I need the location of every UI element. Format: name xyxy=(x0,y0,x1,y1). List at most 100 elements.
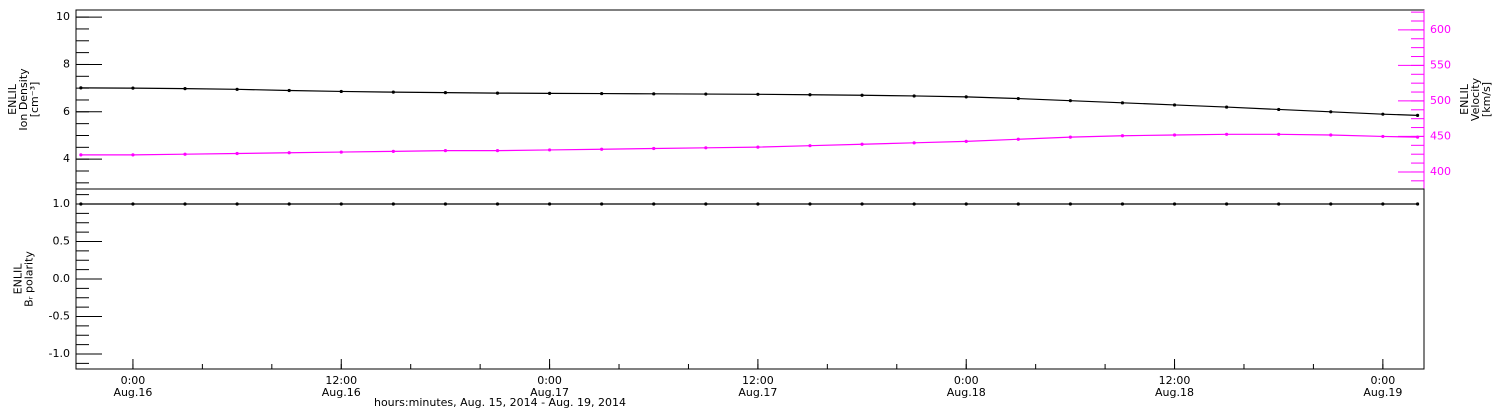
data-point xyxy=(339,150,343,154)
data-point xyxy=(339,89,343,94)
y-tick-label: 8 xyxy=(63,57,70,70)
data-point xyxy=(1381,134,1385,139)
data-point xyxy=(495,149,500,153)
data-point xyxy=(1277,202,1281,206)
data-point xyxy=(287,151,291,155)
data-point xyxy=(495,202,500,206)
data-point xyxy=(652,146,656,151)
data-point xyxy=(808,144,812,148)
y2-axis-label: [km/s] xyxy=(1480,82,1493,117)
data-point xyxy=(1172,202,1177,206)
y-axis-label: Bᵣ polarity xyxy=(23,251,36,307)
data-point xyxy=(1068,202,1072,206)
data-point xyxy=(912,141,916,145)
data-point xyxy=(652,202,656,206)
x-tick-label: 0:00 xyxy=(537,374,562,387)
data-point xyxy=(1329,202,1333,206)
data-point xyxy=(1225,132,1229,136)
data-point xyxy=(1225,202,1229,206)
y-tick-label: 4 xyxy=(63,152,70,165)
data-point xyxy=(183,152,187,156)
data-point xyxy=(1381,202,1385,206)
data-point xyxy=(131,202,135,206)
data-point xyxy=(756,202,760,206)
x-tick-label: 12:00 xyxy=(742,374,774,387)
data-point xyxy=(704,146,708,150)
data-point xyxy=(495,91,500,95)
data-point xyxy=(391,202,395,206)
data-point xyxy=(860,202,864,206)
x-tick-date: Aug.16 xyxy=(113,386,152,399)
y-tick-label: 10 xyxy=(56,10,70,23)
y-axis-label: [cm⁻³] xyxy=(28,82,41,118)
data-point xyxy=(1016,96,1020,101)
x-tick-date: Aug.19 xyxy=(1363,386,1402,399)
y2-axis-label: Velocity xyxy=(1469,77,1482,121)
x-tick-date: Aug.16 xyxy=(322,386,361,399)
data-point xyxy=(964,202,968,206)
data-point xyxy=(131,153,135,157)
data-point xyxy=(443,91,448,95)
data-point xyxy=(1277,107,1281,112)
data-point xyxy=(131,86,135,90)
data-point xyxy=(704,202,708,206)
y-tick-label: 400 xyxy=(1430,165,1451,178)
data-point xyxy=(391,149,395,153)
data-point xyxy=(235,151,239,156)
data-point xyxy=(1120,202,1125,206)
data-point xyxy=(1172,103,1177,107)
series-line xyxy=(80,87,1418,116)
data-point xyxy=(1329,110,1333,114)
data-point xyxy=(1225,105,1229,109)
plot-frame xyxy=(75,9,1425,190)
y-tick-label: 500 xyxy=(1430,94,1451,107)
data-point xyxy=(1172,133,1177,137)
y-tick-label: 600 xyxy=(1430,23,1451,36)
data-point xyxy=(964,95,968,99)
data-point xyxy=(1068,99,1072,103)
series-line xyxy=(80,133,1418,156)
data-point xyxy=(860,142,864,146)
data-point xyxy=(912,202,916,206)
y-axis-label: ENLIL xyxy=(6,83,19,115)
data-point xyxy=(1415,135,1420,139)
data-point xyxy=(652,92,656,96)
data-point xyxy=(183,87,187,91)
data-point xyxy=(235,202,239,206)
data-point xyxy=(235,87,239,91)
data-point xyxy=(1415,113,1420,117)
y-tick-label: 0.0 xyxy=(53,272,71,285)
x-tick-date: Aug.18 xyxy=(947,386,986,399)
data-point xyxy=(600,91,604,96)
data-point xyxy=(443,202,448,206)
y-axis-label: ENLIL xyxy=(12,263,25,295)
data-point xyxy=(547,148,552,152)
y-tick-label: 550 xyxy=(1430,58,1451,71)
data-point xyxy=(600,147,604,151)
y-tick-label: 0.5 xyxy=(53,235,71,248)
data-point xyxy=(183,202,187,206)
data-point xyxy=(79,202,83,206)
data-point xyxy=(443,149,448,153)
data-point xyxy=(287,88,291,93)
y-tick-label: -1.0 xyxy=(49,347,70,360)
data-point xyxy=(547,91,552,95)
y2-axis-label: ENLIL xyxy=(1458,83,1471,115)
data-point xyxy=(964,139,968,144)
x-tick-label: 0:00 xyxy=(1371,374,1396,387)
data-point xyxy=(1277,132,1281,136)
x-axis-label: hours:minutes, Aug. 15, 2014 - Aug. 19, … xyxy=(374,396,626,409)
data-point xyxy=(1329,133,1333,137)
data-point xyxy=(756,92,760,96)
x-tick-date: Aug.18 xyxy=(1155,386,1194,399)
data-point xyxy=(1068,135,1072,139)
x-tick-label: 0:00 xyxy=(954,374,979,387)
data-point xyxy=(1415,202,1420,206)
data-point xyxy=(600,202,604,206)
plot-frame xyxy=(75,188,1425,370)
data-point xyxy=(1016,137,1020,141)
